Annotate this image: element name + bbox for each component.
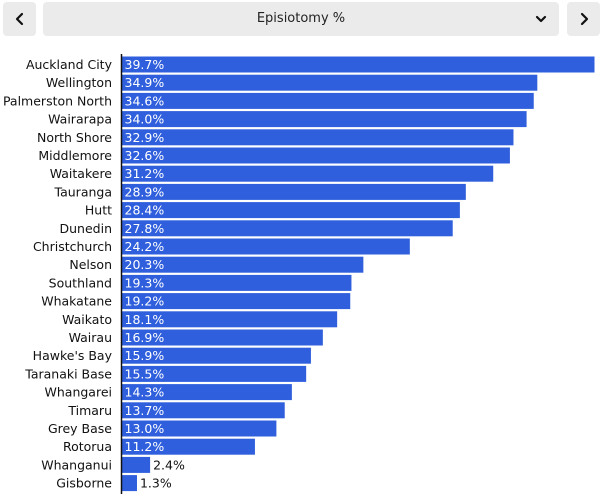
value-label: 32.9% — [125, 130, 165, 145]
category-label: Wairarapa — [48, 112, 112, 127]
chevron-left-icon — [15, 12, 23, 26]
value-label: 24.2% — [125, 239, 165, 254]
category-label: North Shore — [37, 130, 112, 145]
category-label: Taranaki Base — [24, 366, 112, 381]
bar — [121, 274, 352, 291]
bar — [121, 238, 410, 255]
bar — [121, 475, 137, 492]
value-label: 13.7% — [125, 403, 165, 418]
bar — [121, 438, 255, 455]
value-label: 19.2% — [125, 294, 165, 309]
bar — [121, 165, 494, 182]
bar — [121, 111, 527, 128]
value-label: 14.3% — [125, 385, 165, 400]
value-label: 27.8% — [125, 221, 165, 236]
bar — [121, 74, 538, 91]
bar — [121, 365, 307, 382]
metric-select-value: Episiotomy % — [256, 11, 346, 26]
category-label: Rotorua — [63, 439, 112, 454]
previous-button[interactable] — [3, 2, 36, 36]
category-label: Southland — [49, 275, 112, 290]
category-label: Whakatane — [41, 294, 112, 309]
value-label: 11.2% — [125, 439, 165, 454]
bar — [121, 256, 364, 273]
bar — [121, 329, 323, 346]
next-button[interactable] — [567, 2, 600, 36]
category-label: Timaru — [67, 403, 112, 418]
value-label: 34.6% — [125, 93, 165, 108]
bar — [121, 347, 311, 364]
value-label: 15.9% — [125, 348, 165, 363]
bar — [121, 456, 151, 473]
category-label: Middlemore — [38, 148, 112, 163]
category-label: Tauranga — [54, 184, 112, 199]
category-label: Whangarei — [45, 385, 113, 400]
category-label: Gisborne — [56, 476, 112, 491]
value-label: 2.4% — [153, 457, 185, 472]
metric-select[interactable]: Episiotomy % — [43, 2, 559, 36]
value-label: 34.9% — [125, 75, 165, 90]
category-label: Waitakere — [50, 166, 113, 181]
category-label: Christchurch — [33, 239, 112, 254]
value-label: 28.9% — [125, 184, 165, 199]
category-label: Whanganui — [41, 457, 112, 472]
bar — [121, 420, 277, 437]
bar — [121, 202, 460, 219]
category-label: Palmerston North — [3, 93, 112, 108]
category-label: Nelson — [69, 257, 112, 272]
category-label: Grey Base — [48, 421, 112, 436]
value-label: 31.2% — [125, 166, 165, 181]
chevron-right-icon — [580, 12, 588, 26]
bar — [121, 402, 285, 419]
category-label: Dunedin — [60, 221, 113, 236]
bar — [121, 92, 534, 109]
category-label: Auckland City — [26, 57, 113, 72]
bar — [121, 183, 466, 200]
category-label: Wellington — [46, 75, 112, 90]
value-label: 13.0% — [125, 421, 165, 436]
value-label: 16.9% — [125, 330, 165, 345]
value-label: 32.6% — [125, 148, 165, 163]
value-label: 34.0% — [125, 112, 165, 127]
bar — [121, 56, 595, 73]
bar — [121, 293, 351, 310]
bar — [121, 384, 292, 401]
value-label: 28.4% — [125, 203, 165, 218]
value-label: 18.1% — [125, 312, 165, 327]
bar — [121, 129, 514, 146]
value-label: 39.7% — [125, 57, 165, 72]
bar — [121, 147, 510, 164]
value-label: 19.3% — [125, 275, 165, 290]
category-label: Hawke's Bay — [33, 348, 113, 363]
bar — [121, 311, 338, 328]
value-label: 15.5% — [125, 366, 165, 381]
value-label: 20.3% — [125, 257, 165, 272]
category-label: Waikato — [62, 312, 112, 327]
category-label: Hutt — [85, 203, 112, 218]
category-label: Wairau — [69, 330, 112, 345]
chevron-down-icon — [535, 15, 547, 23]
value-label: 1.3% — [140, 476, 172, 491]
bar — [121, 220, 453, 237]
